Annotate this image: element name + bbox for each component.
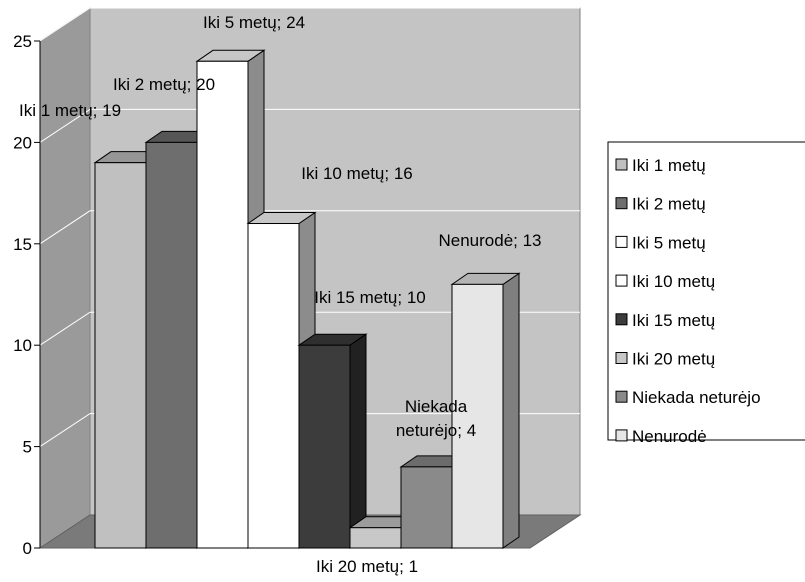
bar-front bbox=[247, 223, 300, 549]
data-label: Iki 10 metų; 16 bbox=[301, 164, 413, 183]
bar-front bbox=[400, 466, 453, 549]
y-tick-label: 10 bbox=[13, 336, 32, 355]
y-axis: 0 5 10 15 20 25 bbox=[13, 32, 41, 558]
legend-label: Iki 1 metų bbox=[632, 156, 706, 175]
data-label: Iki 5 metų; 24 bbox=[203, 13, 305, 32]
side-wall bbox=[39, 7, 91, 549]
data-labels: Iki 1 metų; 19 Iki 2 metų; 20 Iki 5 metų; … bbox=[19, 13, 542, 576]
legend-swatch bbox=[615, 429, 628, 442]
legend-label: Iki 20 metų bbox=[632, 350, 715, 369]
bar-front bbox=[298, 344, 351, 549]
legend-swatch bbox=[615, 235, 628, 248]
data-label: Iki 1 metų; 19 bbox=[19, 101, 121, 120]
gridline bbox=[39, 413, 580, 448]
data-label: Iki 20 metų; 1 bbox=[316, 557, 418, 576]
y-tick-label: 15 bbox=[13, 235, 32, 254]
data-label: Niekada neturėjo; 4 bbox=[396, 397, 476, 440]
bar-front bbox=[451, 283, 504, 549]
legend: Iki 1 metų Iki 2 metų Iki 5 metų Iki 10 met… bbox=[607, 141, 805, 446]
bar bbox=[450, 272, 521, 549]
bar-side bbox=[349, 333, 367, 549]
gridline bbox=[39, 108, 580, 143]
legend-swatch bbox=[615, 158, 628, 171]
legend-label: Niekada neturėjo bbox=[632, 388, 761, 407]
legend-label: Iki 10 metų bbox=[632, 272, 715, 291]
bar bbox=[297, 333, 368, 549]
legend-swatch bbox=[615, 352, 628, 364]
y-tick-label: 25 bbox=[13, 32, 32, 51]
y-tick-label: 0 bbox=[23, 539, 32, 558]
y-tick-label: 5 bbox=[23, 438, 32, 457]
gridlines bbox=[39, 7, 580, 448]
gridline bbox=[39, 210, 580, 245]
bar-side bbox=[502, 272, 520, 549]
legend-swatch bbox=[615, 313, 628, 326]
legend-swatch bbox=[615, 274, 628, 287]
legend-swatch bbox=[615, 390, 628, 403]
data-label: Iki 15 metų; 10 bbox=[314, 288, 426, 307]
bar-front bbox=[196, 60, 249, 549]
data-label: Iki 2 metų; 20 bbox=[113, 75, 215, 94]
bar-front bbox=[349, 527, 402, 549]
legend-box bbox=[607, 141, 805, 441]
bar-front bbox=[145, 141, 198, 549]
legend-label: Nenurodė bbox=[632, 427, 707, 446]
gridline bbox=[39, 311, 580, 346]
legend-label: Iki 5 metų bbox=[632, 233, 706, 252]
legend-label: Iki 15 metų bbox=[632, 311, 715, 330]
legend-swatch bbox=[615, 197, 628, 210]
gridline bbox=[39, 7, 580, 42]
bars bbox=[93, 49, 521, 549]
legend-label: Iki 2 metų bbox=[632, 195, 706, 214]
y-tick-label: 20 bbox=[13, 133, 32, 152]
bar-front bbox=[94, 162, 147, 549]
data-label: Nenurodė; 13 bbox=[438, 231, 541, 250]
